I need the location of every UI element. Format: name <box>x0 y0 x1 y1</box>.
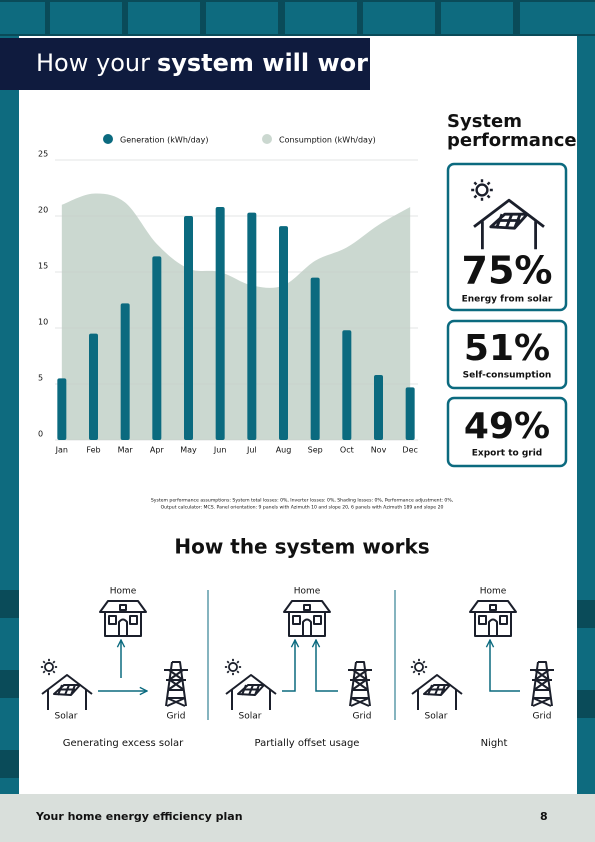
bar <box>57 378 67 440</box>
card-value: 51% <box>464 328 550 369</box>
home-label: Home <box>480 587 507 597</box>
solar-label: Solar <box>425 712 448 722</box>
bar <box>184 216 193 440</box>
x-tick-label: Dec <box>402 446 417 455</box>
chart: 0 5 10 15 20 25 Jan Feb Mar Apr May Jun Jul Aug Sep Oct… <box>38 134 418 455</box>
x-tick-label: Aug <box>276 446 292 455</box>
y-tick-label: 25 <box>38 150 48 159</box>
section-title: How the system works <box>174 535 429 559</box>
x-tick-label: Sep <box>308 446 323 455</box>
diagrams: Home Solar Grid Generating excess solar … <box>40 587 555 749</box>
legend-swatch <box>262 134 272 144</box>
footer-band <box>0 794 595 842</box>
x-tick-label: Jun <box>213 446 227 455</box>
grid-label: Grid <box>533 712 552 722</box>
card-label: Energy from solar <box>462 295 553 305</box>
bar <box>405 387 415 440</box>
assumptions: Output calculator: MCS. Panel orientatio… <box>161 505 444 511</box>
bar <box>247 212 257 440</box>
bar <box>215 207 225 440</box>
caption: Night <box>481 738 508 749</box>
bar <box>342 330 352 440</box>
home-label: Home <box>110 587 137 597</box>
solar-label: Solar <box>239 712 262 722</box>
title-regular: How your <box>36 49 150 77</box>
card-label: Self-consumption <box>463 371 552 381</box>
home-label: Home <box>294 587 321 597</box>
grid-label: Grid <box>353 712 372 722</box>
y-tick-label: 5 <box>38 374 43 383</box>
legend-swatch <box>103 134 113 144</box>
x-tick-label: May <box>180 446 197 455</box>
solar-label: Solar <box>55 712 78 722</box>
caption: Partially offset usage <box>255 738 360 749</box>
bar <box>152 256 162 440</box>
y-tick-label: 10 <box>38 318 48 327</box>
x-tick-label: Oct <box>340 446 354 455</box>
caption: Generating excess solar <box>63 738 184 749</box>
page-title: How your system will work <box>36 49 385 77</box>
consumption-area <box>61 193 411 440</box>
page-number: 8 <box>540 810 548 823</box>
grid-label: Grid <box>167 712 186 722</box>
x-tick-label: Apr <box>150 446 165 455</box>
bar <box>279 226 288 440</box>
x-tick-label: Feb <box>86 446 100 455</box>
card-value: 49% <box>464 406 550 447</box>
x-tick-label: Jul <box>246 446 257 455</box>
x-tick-label: Nov <box>371 446 387 455</box>
bar <box>310 277 320 440</box>
bar <box>120 303 130 440</box>
card-value: 75% <box>462 249 553 293</box>
x-tick-label: Jan <box>55 446 68 455</box>
legend-label: Consumption (kWh/day) <box>279 136 376 145</box>
bar <box>374 375 383 440</box>
bar <box>89 333 98 440</box>
y-tick-label: 20 <box>38 206 48 215</box>
performance-cards: 75% Energy from solar 51% Self-consumpti… <box>446 162 568 468</box>
y-tick-label: 0 <box>38 430 43 439</box>
legend-label: Generation (kWh/day) <box>120 136 208 145</box>
performance-title: System performance <box>447 111 577 151</box>
y-tick-label: 15 <box>38 262 48 271</box>
title-bold: system will work <box>157 49 385 77</box>
card-label: Export to grid <box>472 449 542 459</box>
assumptions: System performance assumptions: System t… <box>151 498 454 504</box>
x-tick-label: Mar <box>118 446 134 455</box>
footer-title: Your home energy efficiency plan <box>35 810 243 823</box>
